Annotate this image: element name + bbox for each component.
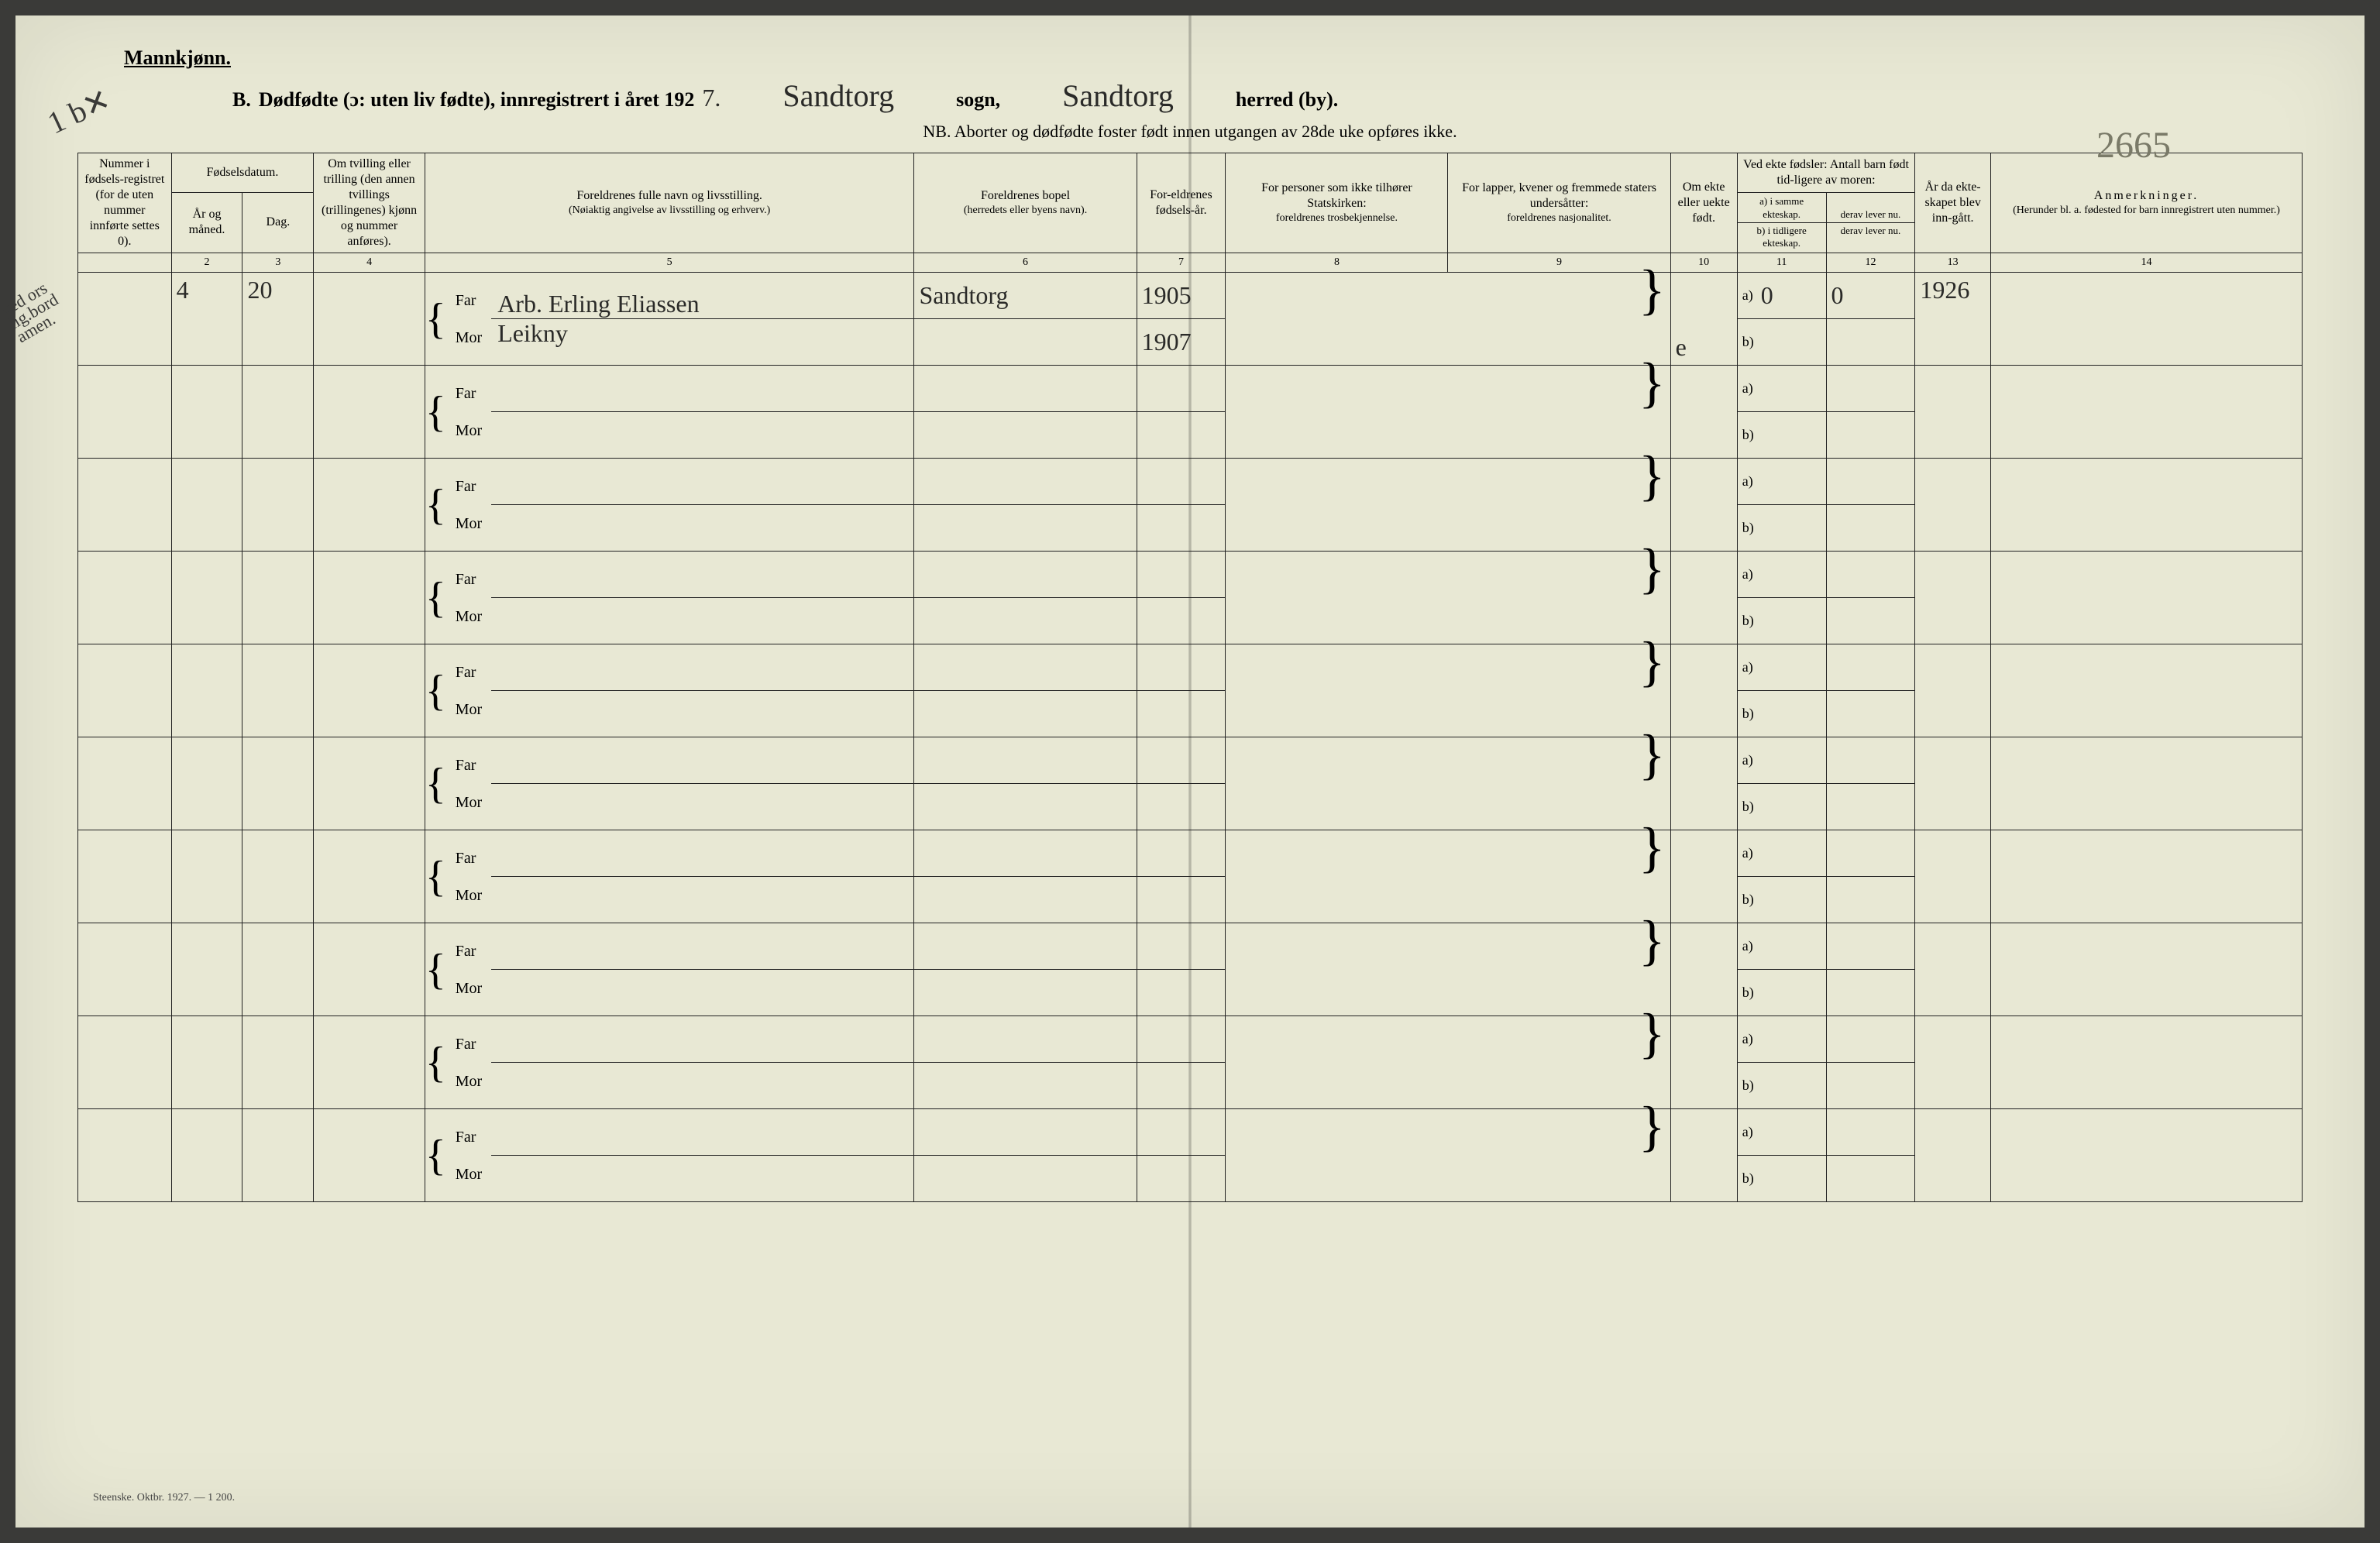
col-13-header: År da ekte-skapet blev inn-gått.: [1915, 153, 1991, 253]
col-11-12-group: Ved ekte fødsler: Antall barn født tid-l…: [1737, 153, 1915, 193]
cell-ekte: e: [1670, 273, 1737, 366]
col-2-header: År og måned.: [171, 192, 242, 253]
year-digit-hand: 7.: [702, 84, 721, 112]
column-number-row: 2 3 4 5 6 7 8 9 10 11 12 13 14: [78, 253, 2303, 273]
nb-line: NB. Aborter og dødfødte foster født inne…: [77, 122, 2303, 142]
ledger-table: Nummer i fødsels-registret (for de uten …: [77, 153, 2303, 1202]
header-line-2: B. Dødfødte (ɔ: uten liv fødte), innregi…: [232, 77, 2303, 114]
col-10-header: Om ekte eller uekte født.: [1670, 153, 1737, 253]
table-row: {FarMor}a)b): [78, 552, 2303, 644]
sogn-label: sogn,: [956, 88, 1000, 112]
mor-name: Leikny: [497, 319, 568, 348]
far-name: Arb. Erling Eliassen: [497, 290, 699, 318]
cell-parents: { Far Mor Arb. Erling Eliassen Leikny: [425, 273, 914, 366]
col-12-header: derav lever nu. derav lever nu.: [1826, 192, 1915, 253]
cell-col12: 0: [1826, 273, 1915, 366]
table-row: {FarMor}a)b): [78, 830, 2303, 923]
cell-day: 20: [242, 273, 314, 366]
table-row: {FarMor}a)b): [78, 366, 2303, 459]
ledger-page: 1 b✕ Mannkjønn. B. Dødfødte (ɔ: uten liv…: [77, 46, 2303, 1481]
brace-icon: {: [425, 308, 446, 330]
section-letter: B.: [232, 88, 251, 112]
printer-footer: Steenske. Oktbr. 1927. — 1 200.: [93, 1492, 235, 1504]
table-head: Nummer i fødsels-registret (for de uten …: [78, 153, 2303, 273]
col-3-header: Dag.: [242, 192, 314, 253]
col-5-header: Foreldrenes fulle navn og livsstilling. …: [425, 153, 914, 253]
pencil-page-number: 2665: [2096, 124, 2171, 167]
row-margin-note: ved ors lig.bord amen.: [0, 262, 95, 344]
sogn-handwriting: Sandtorg: [782, 77, 894, 114]
cell-month: 4: [171, 273, 242, 366]
herred-label: herred (by).: [1236, 88, 1338, 112]
col-6-header: Foreldrenes bopel (herredets eller byens…: [914, 153, 1137, 253]
table-row: {FarMor}a)b): [78, 1109, 2303, 1202]
table-row: {FarMor}a)b): [78, 737, 2303, 830]
gender-label: Mannkjønn.: [124, 46, 231, 70]
table-row: {FarMor}a)b): [78, 923, 2303, 1016]
herred-handwriting: Sandtorg: [1062, 77, 1174, 114]
section-title: Dødfødte (ɔ: uten liv fødte), innregistr…: [259, 88, 695, 112]
col-11-header: a) i samme ekteskap. b) i tidligere ekte…: [1737, 192, 1826, 253]
table-row: {FarMor}a)b): [78, 644, 2303, 737]
col-1-header: Nummer i fødsels-registret (for de uten …: [78, 153, 172, 253]
cell-bopel: Sandtorg: [914, 273, 1137, 366]
col-8-header: For personer som ikke tilhører Statskirk…: [1226, 153, 1448, 253]
col-9-header: For lapper, kvener og fremmede staters u…: [1448, 153, 1670, 253]
brace-icon: }: [1639, 259, 1666, 321]
table-row: {FarMor}a)b): [78, 1016, 2303, 1109]
header-line-1: Mannkjønn.: [124, 46, 2303, 70]
table-body: ved ors lig.bord amen. 4 20 { Far Mor: [78, 273, 2303, 1202]
col-14-header: Anmerkninger. (Herunder bl. a. fødested …: [1990, 153, 2302, 253]
cell-birthyears: 1905 1907: [1137, 273, 1226, 366]
col-2-3-group: Fødselsdatum.: [171, 153, 314, 193]
cell-year-married: 1926: [1915, 273, 1991, 366]
table-row: {FarMor}a)b): [78, 459, 2303, 552]
col-7-header: For-eldrenes fødsels-år.: [1137, 153, 1226, 253]
table-row: ved ors lig.bord amen. 4 20 { Far Mor: [78, 273, 2303, 366]
ledger-spread: 1 b✕ Mannkjønn. B. Dødfødte (ɔ: uten liv…: [15, 15, 2365, 1528]
col-4-header: Om tvilling eller trilling (den annen tv…: [314, 153, 425, 253]
cell-col11: a)0 b): [1737, 273, 1826, 366]
